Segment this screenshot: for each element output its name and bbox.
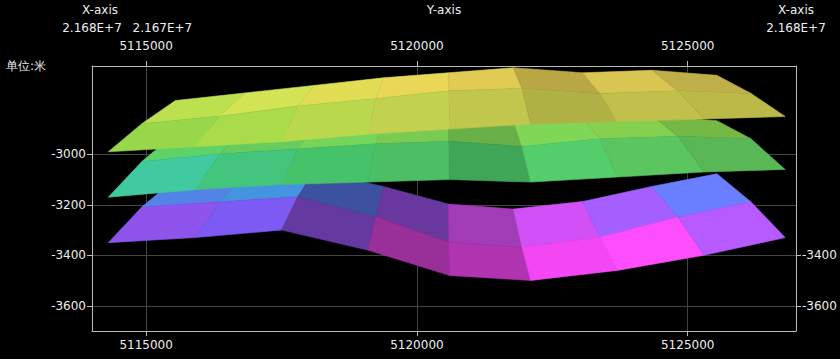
- svg-text:2.168E+7: 2.168E+7: [766, 21, 826, 35]
- svg-text:5125000: 5125000: [661, 39, 714, 53]
- svg-text:-3600: -3600: [802, 299, 837, 313]
- svg-text:5125000: 5125000: [661, 338, 714, 352]
- svg-text:X-axis: X-axis: [778, 3, 814, 17]
- svg-text:2.167E+7: 2.167E+7: [133, 21, 193, 35]
- svg-text:-3200: -3200: [51, 198, 86, 212]
- svg-text:单位:米: 单位:米: [6, 59, 46, 73]
- svg-text:5120000: 5120000: [390, 338, 443, 352]
- svg-text:-3000: -3000: [51, 147, 86, 161]
- svg-text:-3400: -3400: [51, 248, 86, 262]
- svg-text:-3400: -3400: [802, 248, 837, 262]
- svg-text:5120000: 5120000: [390, 39, 443, 53]
- svg-text:5115000: 5115000: [119, 39, 172, 53]
- svg-text:-3600: -3600: [51, 299, 86, 313]
- svg-text:5115000: 5115000: [119, 338, 172, 352]
- svg-text:X-axis: X-axis: [82, 3, 118, 17]
- svg-text:Y-axis: Y-axis: [426, 3, 461, 17]
- svg-text:2.168E+7: 2.168E+7: [62, 21, 122, 35]
